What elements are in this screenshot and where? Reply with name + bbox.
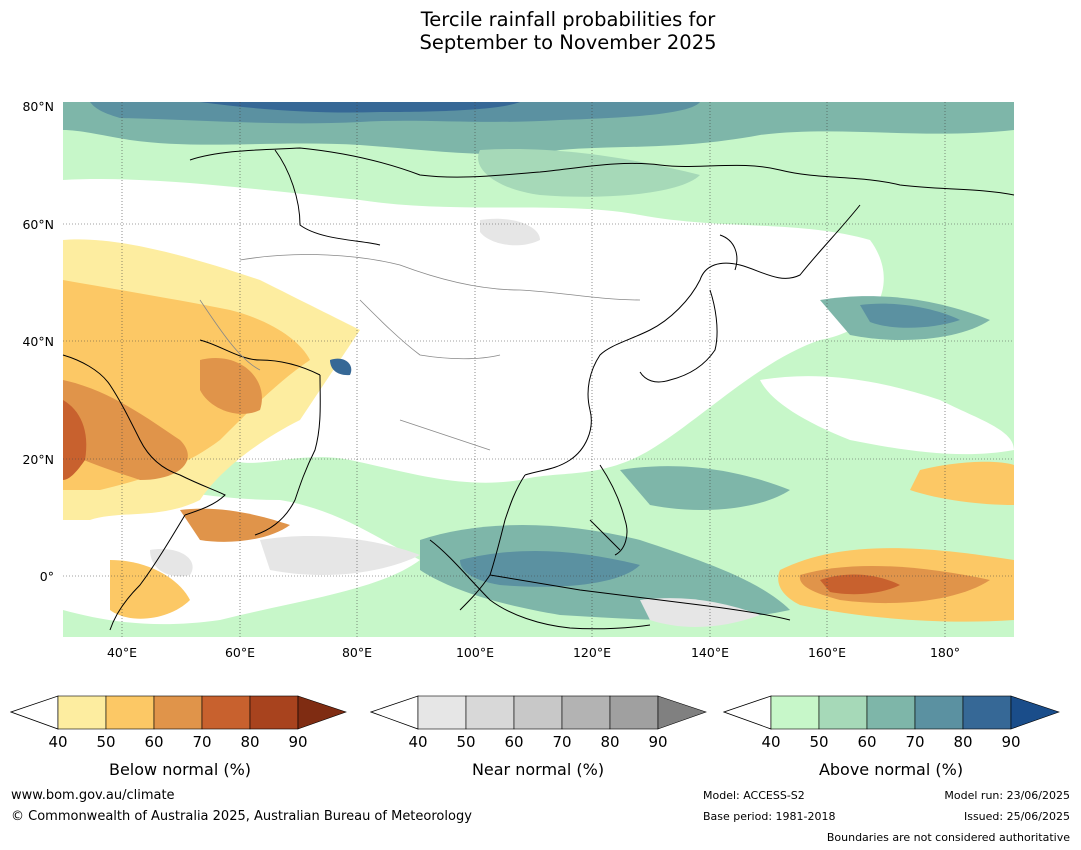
colorbar-tick-label: 90 [648,733,668,751]
colorbar-segment [417,695,467,730]
colorbar-tick-label: 40 [761,733,781,751]
colorbar-max-arrow [297,695,347,730]
colorbar-segment [57,695,107,730]
colorbar-min-arrow [723,695,772,730]
forecast-map [62,102,1015,637]
lat-label-80n: 80°N [22,99,54,114]
colorbar-tick-label: 40 [408,733,428,751]
colorbar-below-normal [10,695,347,730]
colorbar-tick-label: 80 [240,733,260,751]
colorbar-tick-label: 60 [504,733,524,751]
lon-label-140e: 140°E [690,645,729,660]
model-text: Model: ACCESS-S2 [703,789,805,802]
colorbar-tick-label: 70 [552,733,572,751]
colorbar-max-arrow [657,695,707,730]
disclaimer-text: Boundaries are not considered authoritat… [826,831,1070,844]
colorbar-segment [153,695,203,730]
title-line-1: Tercile rainfall probabilities for [420,8,716,31]
lon-label-40e: 40°E [106,645,138,660]
colorbar-segment [201,695,251,730]
colorbar-near-normal [370,695,707,730]
colorbar-tick-label: 90 [1001,733,1021,751]
colorbar-tick-label: 90 [288,733,308,751]
colorbar-segment [818,695,868,730]
copyright-text: © Commonwealth of Australia 2025, Austra… [11,809,472,824]
colorbar-tick-label: 50 [96,733,116,751]
lon-label-120e: 120°E [572,645,611,660]
colorbar-segment [513,695,563,730]
colorbar-segment [914,695,964,730]
colorbar-segment [249,695,299,730]
colorbar-tick-label: 50 [456,733,476,751]
lon-label-100e: 100°E [455,645,494,660]
colorbar-tick-label: 80 [953,733,973,751]
website-text: www.bom.gov.au/climate [11,788,175,803]
colorbar-segment [609,695,659,730]
country-borders [199,254,641,451]
colorbar-tick-label: 70 [905,733,925,751]
colorbar-tick-label: 60 [857,733,877,751]
colorbar-tick-label: 50 [809,733,829,751]
colorbar-tick-label: 80 [600,733,620,751]
colorbar-segment [105,695,155,730]
colorbar-title-above: Above normal (%) [818,760,964,779]
lon-label-180: 180° [929,645,961,660]
colorbar-max-arrow [1010,695,1060,730]
colorbar-min-arrow [10,695,59,730]
colorbar-segment [561,695,611,730]
colorbar-tick-label: 70 [192,733,212,751]
coastlines [62,147,1015,631]
colorbar-title-below: Below normal (%) [108,760,252,779]
colorbar-above-normal [723,695,1060,730]
map-shading [63,102,1014,637]
lat-label-40n: 40°N [22,334,54,349]
lon-label-160e: 160°E [807,645,846,660]
model-run-text: Model run: 23/06/2025 [944,789,1070,802]
lat-label-60n: 60°N [22,217,54,232]
lon-label-60e: 60°E [224,645,256,660]
colorbar-tick-label: 60 [144,733,164,751]
colorbar-segment [465,695,515,730]
issued-text: Issued: 25/06/2025 [963,810,1070,823]
lon-label-80e: 80°E [341,645,373,660]
colorbar-segment [962,695,1012,730]
colorbar-segment [770,695,820,730]
base-period-text: Base period: 1981-2018 [703,810,836,823]
colorbar-tick-label: 40 [48,733,68,751]
map-title: Tercile rainfall probabilities for Septe… [0,8,1081,54]
graticule [63,102,1014,637]
colorbar-segment [866,695,916,730]
title-line-2: September to November 2025 [419,31,717,54]
map-panel: 80°N 60°N 40°N 20°N 0° 40°E 60°E 80°E 10… [22,99,1015,660]
lat-label-0: 0° [39,569,54,584]
lat-label-20n: 20°N [22,452,54,467]
colorbar-min-arrow [370,695,419,730]
colorbar-title-near: Near normal (%) [471,760,605,779]
